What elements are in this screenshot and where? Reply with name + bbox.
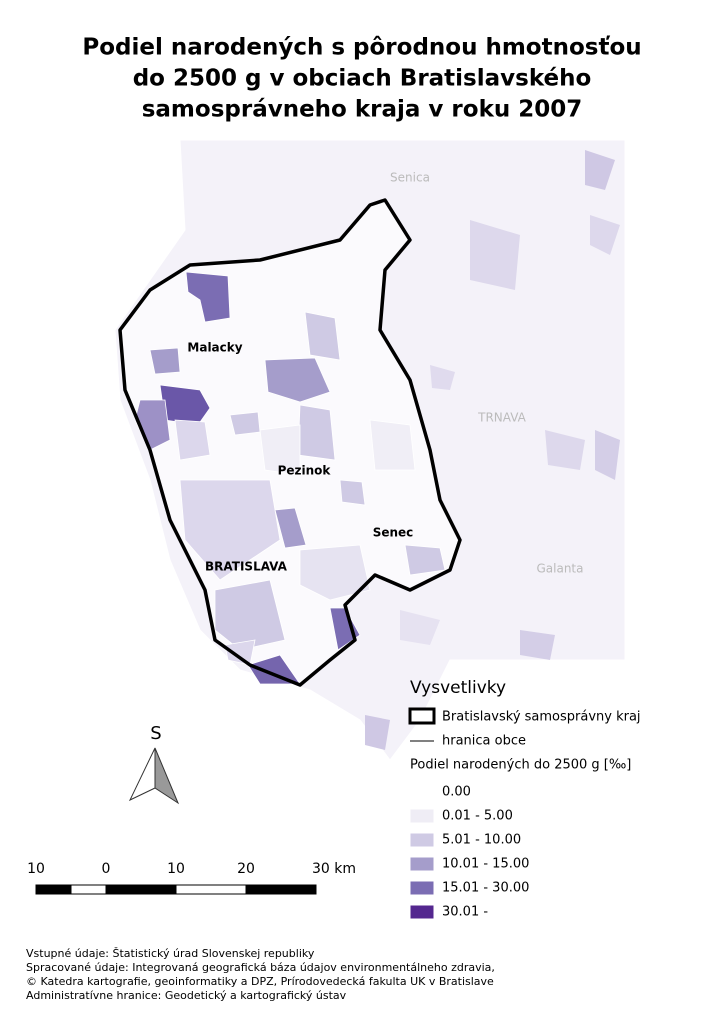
place-label: Pezinok xyxy=(278,464,332,478)
credit-line: Spracované údaje: Integrovaná geografick… xyxy=(26,961,495,974)
legend-subtitle: Podiel narodených do 2500 g [‰] xyxy=(410,758,631,773)
legend-swatch xyxy=(409,904,435,920)
scale-label: 20 xyxy=(237,861,255,877)
place-label: Senec xyxy=(373,526,414,540)
legend-class-label: 15.01 - 30.00 xyxy=(442,881,529,896)
legend-label: hranica obce xyxy=(442,734,526,749)
legend-class-label: 30.01 - xyxy=(442,905,488,920)
legend-class-label: 10.01 - 15.00 xyxy=(442,857,529,872)
place-label: BRATISLAVA xyxy=(205,560,288,574)
scale-label: 10 xyxy=(167,861,185,877)
region-boundary xyxy=(118,198,462,687)
scale-bar xyxy=(35,884,317,895)
legend-class-label: 5.01 - 10.00 xyxy=(442,833,521,848)
credit-line: © Katedra kartografie, geoinformatiky a … xyxy=(26,975,494,988)
north-arrow xyxy=(128,747,180,805)
place-label: TRNAVA xyxy=(477,411,527,425)
credit-line: Administratívne hranice: Geodetický a ka… xyxy=(26,989,347,1002)
legend-class-label: 0.00 xyxy=(442,785,471,800)
map-title: Podiel narodených s pôrodnou hmotnosťou xyxy=(82,35,641,61)
legend-swatch xyxy=(409,856,435,872)
legend-swatch xyxy=(409,832,435,848)
map-title: do 2500 g v obciach Bratislavského xyxy=(133,66,592,92)
municipality-patches xyxy=(134,271,446,685)
scale-label: 30 km xyxy=(312,861,356,877)
legend-title: Vysvetlivky xyxy=(410,678,506,698)
map-title: samosprávneho kraja v roku 2007 xyxy=(142,97,583,123)
credit-line: Vstupné údaje: Štatistický úrad Slovensk… xyxy=(26,947,315,960)
scale-label: 0 xyxy=(102,861,111,877)
legend-boundary-swatch xyxy=(408,707,436,725)
legend-label: Bratislavský samosprávny kraj xyxy=(442,710,641,725)
place-label: Malacky xyxy=(187,341,242,355)
place-label: Senica xyxy=(390,171,430,185)
legend-class-label: 0.01 - 5.00 xyxy=(442,809,513,824)
scale-label: 10 xyxy=(27,861,45,877)
legend-swatch xyxy=(409,880,435,896)
legend-swatch xyxy=(409,808,435,824)
north-label: S xyxy=(150,723,161,744)
legend-swatch xyxy=(409,784,435,800)
place-label: Galanta xyxy=(536,562,583,576)
